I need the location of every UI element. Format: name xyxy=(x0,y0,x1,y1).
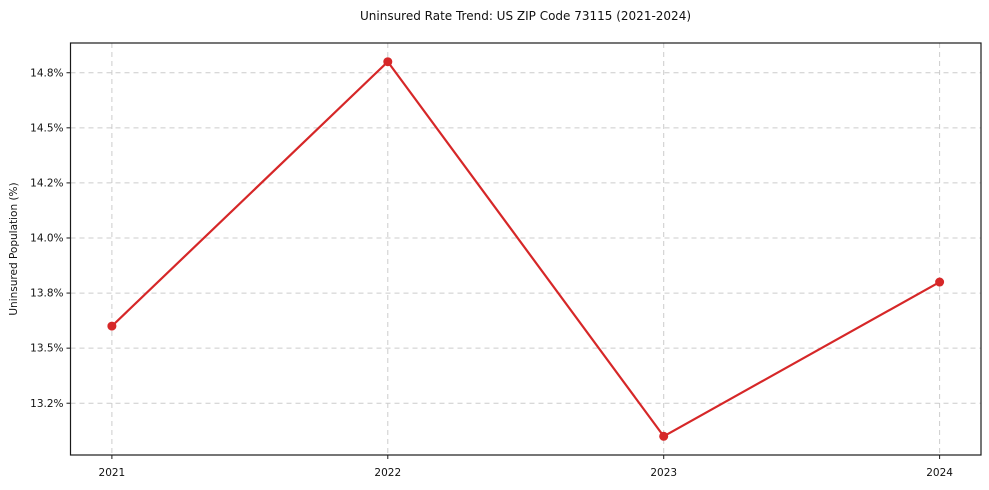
y-tick-label: 13.5% xyxy=(30,343,63,355)
data-point-2022 xyxy=(383,57,393,67)
y-tick-label: 14.2% xyxy=(30,178,63,190)
y-tick-label: 14.5% xyxy=(30,122,63,134)
x-tick-label: 2021 xyxy=(99,467,126,479)
trend-line xyxy=(110,60,941,438)
x-tick-label: 2024 xyxy=(926,467,953,479)
x-tick-label: 2022 xyxy=(374,467,401,479)
y-tick-label: 13.2% xyxy=(30,398,63,410)
y-tick-label: 14.8% xyxy=(30,67,63,79)
y-tick-label: 14.0% xyxy=(30,233,63,245)
data-point-2021 xyxy=(107,321,117,331)
data-point-2024 xyxy=(935,277,945,287)
y-axis-label: Uninsured Population (%) xyxy=(8,182,20,316)
data-point-2023 xyxy=(659,431,669,441)
x-tick-label: 2023 xyxy=(650,467,677,479)
y-tick-label: 13.8% xyxy=(30,288,63,300)
axes-spines xyxy=(69,42,982,456)
chart-title: Uninsured Rate Trend: US ZIP Code 73115 … xyxy=(359,9,692,23)
